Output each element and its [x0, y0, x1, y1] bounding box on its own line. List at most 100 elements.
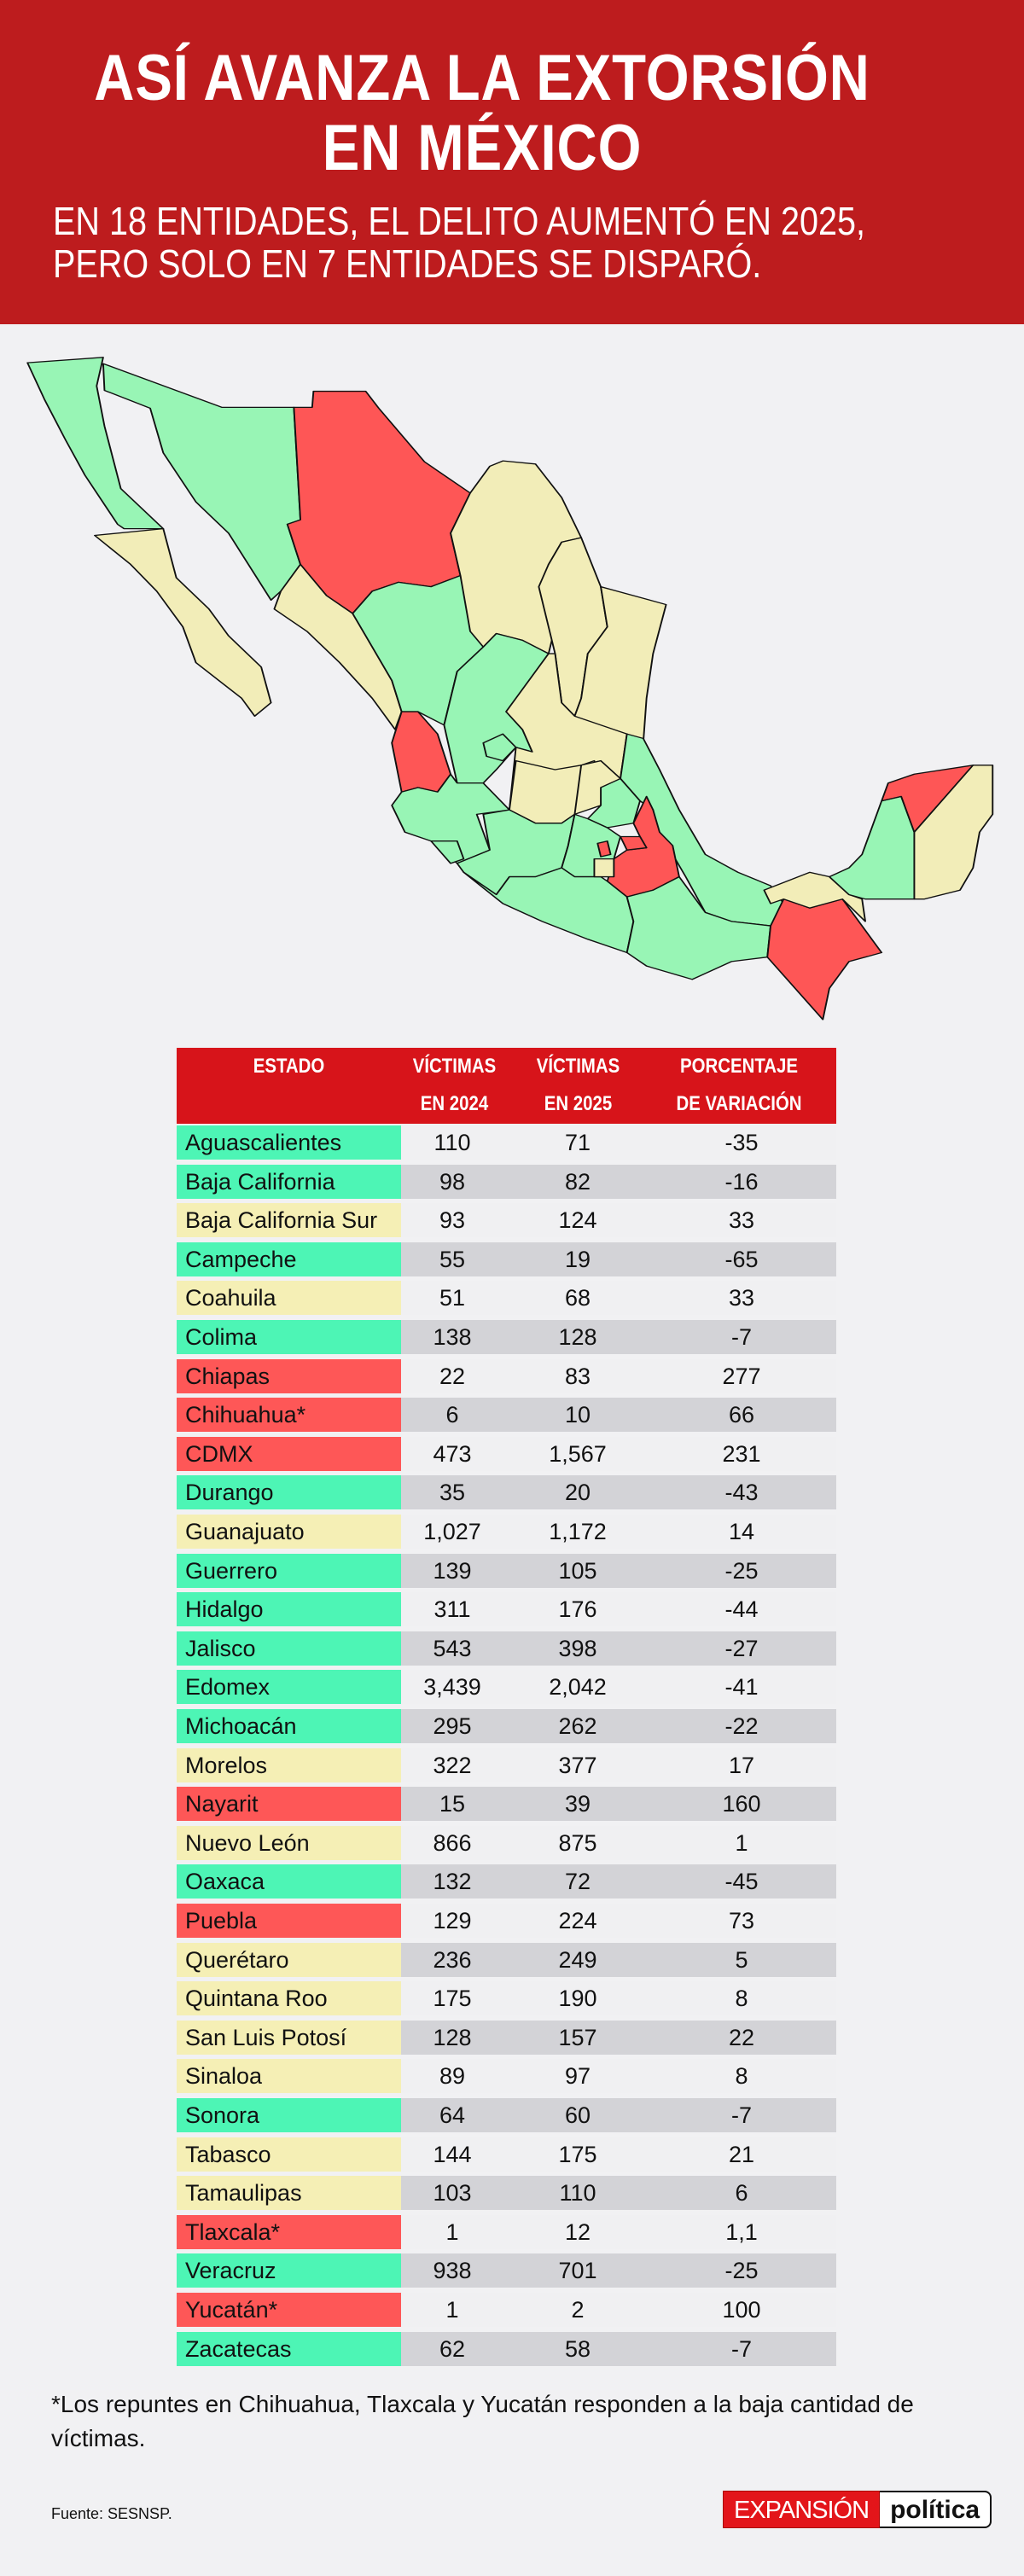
row-values: 89 97 8: [401, 2059, 836, 2094]
state-name: Tamaulipas: [177, 2176, 401, 2211]
logo-expansion: EXPANSIÓN: [723, 2491, 881, 2528]
state-name: Nayarit: [177, 1787, 401, 1822]
victims-2024: 1,027: [423, 1519, 481, 1544]
variation-pct: -7: [730, 2102, 752, 2128]
state-shape-cam: [828, 795, 916, 900]
row-values: 64 60 -7: [401, 2098, 836, 2132]
victims-2024: 110: [433, 1130, 471, 1155]
variation-pct: 277: [722, 1363, 761, 1389]
state-name: Morelos: [177, 1747, 401, 1782]
header-2025-line2: EN 2025: [544, 1092, 613, 1115]
victims-2024: 139: [433, 1557, 472, 1584]
table-row: Colima 138 128 -7: [177, 1320, 836, 1354]
state-name: Yucatán*: [177, 2293, 401, 2327]
victims-2025: 10: [564, 1402, 591, 1428]
state-name: Chihuahua*: [177, 1398, 401, 1433]
state-name: Tabasco: [177, 2137, 401, 2172]
variation-pct: 6: [735, 2180, 748, 2207]
state-name: Campeche: [177, 1241, 401, 1276]
row-values: 51 68 33: [401, 1281, 836, 1316]
mexico-map: [26, 357, 994, 1021]
state-name: Quintana Roo: [177, 1981, 401, 2016]
title-line-1: ASÍ AVANZA LA EXTORSIÓN: [94, 42, 870, 114]
row-values: 295 262 -22: [401, 1709, 836, 1743]
state-shape-tla: [620, 835, 648, 851]
variation-pct: -27: [724, 1635, 759, 1661]
victims-2024: 22: [439, 1363, 466, 1389]
victims-2024: 866: [433, 1829, 472, 1856]
state-name: Zacatecas: [177, 2331, 401, 2366]
row-values: 62 58 -7: [401, 2331, 836, 2366]
variation-pct: 21: [728, 2141, 755, 2167]
victims-2024: 93: [439, 1207, 466, 1234]
victims-2024: 473: [433, 1440, 472, 1467]
victims-2024: 138: [433, 1324, 472, 1350]
state-name: San Luis Potosí: [177, 2020, 401, 2055]
table-row: Nuevo León 866 875 1: [177, 1825, 836, 1860]
extortion-table: ESTADO VÍCTIMAS EN 2024 VÍCTIMAS EN 2025…: [177, 1048, 836, 2366]
table-row: Campeche 55 19 -65: [177, 1241, 836, 1276]
state-shape-bc: [26, 357, 165, 530]
row-values: 6 10 66: [401, 1398, 836, 1433]
victims-2024: 322: [433, 1752, 472, 1778]
victims-2024: 3,439: [423, 1674, 481, 1701]
victims-2025: 68: [564, 1285, 591, 1311]
row-values: 236 249 5: [401, 1942, 836, 1977]
table-row: Nayarit 15 39 160: [177, 1787, 836, 1822]
victims-2024: 144: [433, 2141, 472, 2167]
variation-pct: -45: [724, 1869, 759, 1895]
table-row: Morelos 322 377 17: [177, 1747, 836, 1782]
victims-2024: 1: [445, 2218, 459, 2245]
variation-pct: 17: [728, 1752, 755, 1778]
variation-pct: -7: [730, 2335, 752, 2362]
table-row: Chihuahua* 6 10 66: [177, 1398, 836, 1433]
logo-politica: política: [880, 2491, 992, 2528]
victims-2024: 6: [445, 1402, 459, 1428]
variation-pct: -65: [724, 1246, 759, 1272]
title-line-2: EN MÉXICO: [322, 112, 643, 184]
victims-2024: 311: [433, 1596, 471, 1623]
table-row: Veracruz 938 701 -25: [177, 2253, 836, 2288]
state-name: Hidalgo: [177, 1592, 401, 1627]
victims-2024: 543: [433, 1635, 472, 1661]
victims-2025: 377: [558, 1752, 597, 1778]
variation-pct: 66: [728, 1402, 755, 1428]
state-name: Sinaloa: [177, 2059, 401, 2094]
table-row: Durango 35 20 -43: [177, 1475, 836, 1510]
row-values: 22 83 277: [401, 1358, 836, 1393]
subtitle-line-1: EN 18 ENTIDADES, EL DELITO AUMENTÓ EN 20…: [53, 199, 865, 243]
state-shape-tab: [763, 871, 866, 922]
row-values: 129 224 73: [401, 1904, 836, 1938]
victims-2025: 224: [558, 1908, 597, 1933]
victims-2024: 51: [439, 1285, 466, 1311]
victims-2024: 938: [433, 2258, 472, 2284]
victims-2025: 2: [571, 2297, 585, 2323]
victims-2024: 103: [433, 2180, 472, 2207]
table-row: Oaxaca 132 72 -45: [177, 1864, 836, 1899]
state-name: Durango: [177, 1475, 401, 1510]
subtitle-line-2: PERO SOLO EN 7 ENTIDADES SE DISPARÓ.: [53, 241, 762, 286]
state-shape-ags: [482, 733, 517, 762]
victims-2025: 58: [564, 2335, 591, 2362]
row-values: 1 12 1,1: [401, 2214, 836, 2249]
victims-2025: 105: [558, 1557, 597, 1584]
table-row: Michoacán 295 262 -22: [177, 1709, 836, 1743]
row-values: 1,027 1,172 14: [401, 1515, 836, 1549]
state-shape-roo: [913, 765, 994, 900]
row-values: 132 72 -45: [401, 1864, 836, 1899]
source-note: Fuente: SESNSP.: [51, 2505, 172, 2522]
victims-2024: 1: [445, 2297, 459, 2323]
variation-pct: 22: [728, 2024, 755, 2050]
table-row: Chiapas 22 83 277: [177, 1358, 836, 1393]
victims-2025: 110: [559, 2180, 596, 2207]
table-row: Querétaro 236 249 5: [177, 1942, 836, 1977]
state-name: Aguascalientes: [177, 1125, 401, 1160]
row-values: 128 157 22: [401, 2020, 836, 2055]
victims-2025: 39: [564, 1791, 591, 1817]
header-estado: ESTADO: [253, 1055, 325, 1078]
victims-2024: 55: [439, 1246, 466, 1272]
variation-pct: 8: [735, 2063, 748, 2090]
state-name: Puebla: [177, 1904, 401, 1938]
victims-2024: 128: [433, 2024, 472, 2050]
variation-pct: 100: [722, 2297, 761, 2323]
